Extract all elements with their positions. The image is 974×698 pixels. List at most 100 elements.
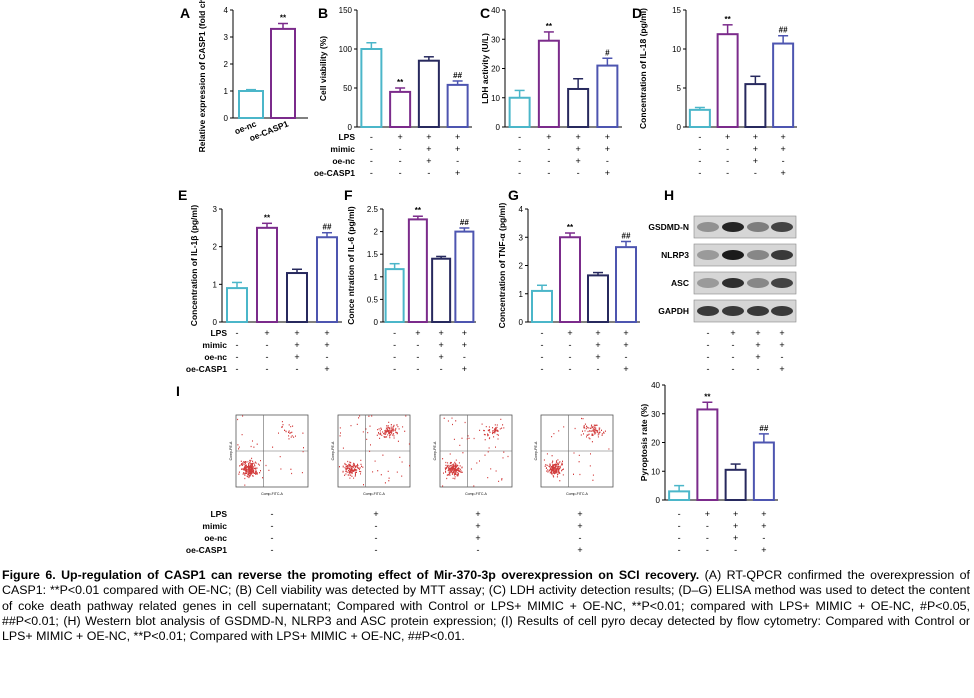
chart-C: 0 10 20 30 40 LDH activity (U/L) ** # — [480, 6, 622, 132]
condition-sign: - — [416, 340, 419, 350]
condition-sign: + — [426, 156, 431, 166]
significance-mark: ** — [704, 392, 711, 401]
bar — [508, 96, 531, 128]
y-axis-label: Concentration of IL-1β (pg/ml) — [189, 205, 199, 327]
significance-mark: ** — [567, 223, 574, 232]
y-tick-label: 15 — [672, 6, 681, 15]
condition-sign: - — [518, 144, 521, 154]
y-tick-label: 0 — [224, 114, 229, 123]
blot-label: GSDMD-N — [648, 222, 689, 232]
y-tick-label: 10 — [651, 467, 660, 476]
condition-sign: - — [698, 132, 701, 142]
flow-y-label: Comp-PE-A — [534, 441, 538, 460]
bar — [360, 48, 383, 128]
condition-sign: - — [393, 328, 396, 338]
condition-sign: - — [440, 364, 443, 374]
conditions-H: - + + + - - + + - - + - - - - + — [707, 328, 785, 374]
condition-sign: + — [438, 328, 443, 338]
condition-sign: + — [397, 132, 402, 142]
condition-sign: - — [734, 545, 737, 555]
panel-label-I: I — [176, 383, 180, 399]
condition-sign: - — [427, 168, 430, 178]
bar — [446, 83, 469, 128]
y-tick-label: 2.5 — [367, 205, 379, 214]
condition-sign: + — [753, 156, 758, 166]
condition-sign: - — [579, 533, 582, 543]
blot-band — [747, 278, 769, 288]
condition-sign: - — [732, 352, 735, 362]
condition-sign: + — [324, 328, 329, 338]
bar — [417, 59, 440, 129]
flow-plot: Comp-FITC-A Comp-PE-A — [229, 414, 309, 496]
condition-sign: + — [595, 340, 600, 350]
bar — [688, 108, 711, 128]
chart-B: 0 50 100 150 Cell viability (%) ** ## — [318, 6, 472, 132]
condition-sign: - — [707, 352, 710, 362]
condition-sign: + — [725, 132, 730, 142]
condition-label: oe-nc — [332, 156, 355, 166]
blot-band — [771, 222, 793, 232]
condition-sign: - — [236, 328, 239, 338]
condition-sign: + — [755, 352, 760, 362]
condition-label: oe-CASP1 — [186, 364, 227, 374]
bar — [716, 33, 739, 128]
conditions-C: - + + + - - + + - - + - - - - + — [518, 132, 610, 178]
significance-mark: ## — [779, 26, 788, 35]
blot-band — [697, 278, 719, 288]
condition-sign: - — [757, 364, 760, 374]
condition-sign: + — [730, 328, 735, 338]
panel-label-C: C — [480, 5, 490, 21]
bar — [537, 39, 560, 128]
condition-sign: + — [575, 144, 580, 154]
significance-mark: # — [605, 48, 610, 57]
panel-label-G: G — [508, 187, 519, 203]
flow-y-label: Comp-PE-A — [433, 441, 437, 460]
flow-plot: Comp-FITC-A Comp-PE-A — [534, 414, 614, 496]
condition-sign: + — [455, 144, 460, 154]
condition-sign: + — [623, 340, 628, 350]
bar — [389, 90, 412, 128]
blot-band — [722, 306, 744, 316]
condition-sign: - — [678, 533, 681, 543]
y-tick-label: 10 — [491, 94, 500, 103]
condition-sign: - — [726, 144, 729, 154]
condition-sign: - — [271, 533, 274, 543]
blot-row: ASC — [671, 271, 797, 295]
condition-sign: - — [569, 340, 572, 350]
y-tick-label: 0 — [677, 123, 682, 132]
panel-label-F: F — [344, 187, 353, 203]
chart-G: 0 1 2 3 4 Concentration of TNF-α (pg/ml) ** ## — [497, 203, 640, 328]
blot-band — [747, 250, 769, 260]
significance-mark: ** — [546, 22, 553, 31]
condition-sign: - — [236, 340, 239, 350]
panel-label-D: D — [632, 5, 642, 21]
condition-sign: + — [294, 340, 299, 350]
condition-label: mimic — [330, 144, 355, 154]
y-tick-label: 0 — [374, 318, 379, 327]
condition-sign: + — [761, 509, 766, 519]
condition-sign: - — [375, 545, 378, 555]
condition-sign: - — [782, 156, 785, 166]
y-axis-label: Conce ntration of IL-6 (pg/ml) — [346, 206, 356, 325]
bar — [531, 289, 553, 323]
y-tick-label: 0 — [496, 123, 501, 132]
y-tick-label: 10 — [672, 45, 681, 54]
y-tick-label: 4 — [224, 6, 229, 15]
condition-sign: + — [438, 340, 443, 350]
condition-sign: - — [706, 545, 709, 555]
condition-sign: - — [266, 364, 269, 374]
condition-sign: + — [595, 352, 600, 362]
bar — [567, 87, 590, 128]
condition-sign: + — [455, 168, 460, 178]
bar — [696, 408, 719, 501]
y-tick-label: 2 — [224, 60, 229, 69]
condition-sign: - — [706, 533, 709, 543]
condition-sign: - — [706, 521, 709, 531]
condition-sign: + — [605, 132, 610, 142]
bar — [384, 268, 405, 323]
blot-label: ASC — [671, 278, 689, 288]
condition-sign: - — [781, 352, 784, 362]
condition-sign: - — [707, 328, 710, 338]
condition-sign: - — [541, 328, 544, 338]
significance-mark: ## — [460, 218, 469, 227]
